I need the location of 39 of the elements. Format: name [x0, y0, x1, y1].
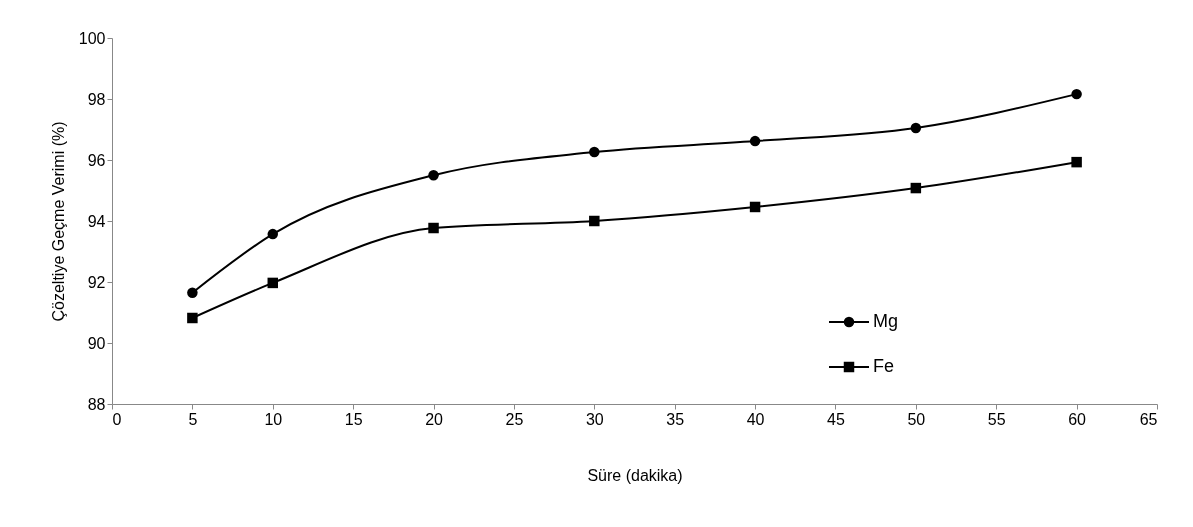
y-tick-label: 94	[87, 212, 106, 230]
point	[428, 170, 439, 181]
x-tick-label: 10	[264, 410, 283, 428]
y-tick-label: 92	[87, 273, 106, 291]
x-tick-label: 30	[585, 410, 604, 428]
x-tick-label: 50	[907, 410, 926, 428]
y-tick-label: 90	[87, 334, 106, 352]
point	[589, 146, 600, 158]
point	[589, 215, 600, 227]
x-tick-label: 40	[746, 410, 765, 428]
y-axis-title: Çözeltiye Geçme Verimi (%)	[49, 121, 67, 322]
x-tick-label: 35	[666, 410, 685, 428]
point	[749, 201, 761, 213]
x-tick-label: 45	[827, 410, 845, 428]
legend-label: Mg	[873, 311, 899, 331]
y-tick-label: 100	[78, 29, 106, 47]
point	[267, 228, 279, 240]
y-tick-label: 88	[87, 395, 106, 413]
point	[428, 222, 439, 234]
point	[749, 135, 761, 147]
point	[267, 277, 279, 289]
point	[187, 287, 198, 298]
legend-label: Fe	[873, 356, 895, 376]
x-tick-label: 15	[344, 410, 363, 428]
x-tick-label: 60	[1068, 410, 1087, 428]
y-tick-label: 96	[87, 151, 106, 169]
x-tick-label: 0	[112, 410, 122, 428]
point	[910, 182, 922, 194]
x-tick-label: 20	[425, 410, 444, 428]
x-tick-label: 25	[505, 410, 524, 428]
point	[1071, 156, 1082, 168]
x-tick-label: 55	[987, 410, 1006, 428]
point	[187, 312, 198, 324]
point	[910, 122, 922, 134]
x-tick-label: 65	[1139, 410, 1158, 428]
x-tick-label: 5	[188, 410, 198, 428]
x-axis-title: Süre (dakika)	[587, 466, 683, 484]
point	[1071, 88, 1082, 100]
y-tick-label: 98	[87, 90, 106, 108]
